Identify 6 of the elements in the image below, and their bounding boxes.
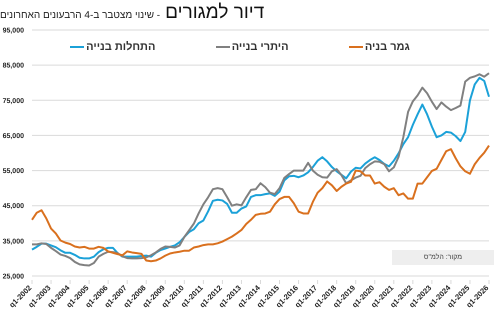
chart-subtitle: - שינוי מצטבר ב-4 הרבעונים האחרונים (0, 10, 160, 21)
legend-label: התחלות בנייה (86, 41, 156, 53)
chart-title: דיור למגורים (165, 2, 264, 24)
legend-label: היתרי בנייה (232, 41, 288, 53)
line-series (31, 144, 490, 262)
legend-label: גמר בניה (364, 41, 410, 53)
